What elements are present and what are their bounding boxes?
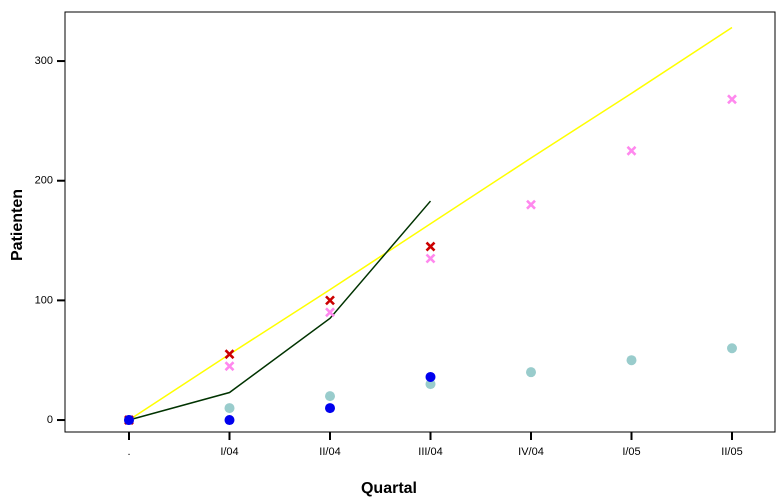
x-axis-title: Quartal	[361, 480, 417, 497]
point	[224, 403, 235, 414]
point	[526, 367, 536, 378]
point	[224, 349, 235, 360]
y-tick-label: 300	[35, 55, 53, 67]
point	[425, 253, 436, 264]
x-tick-label: I/04	[220, 446, 238, 458]
point	[224, 415, 235, 426]
line	[128, 26, 733, 421]
plot-frame	[64, 11, 776, 433]
point	[626, 145, 637, 156]
y-axis-title: Patienten	[9, 189, 26, 261]
point	[325, 307, 335, 318]
point	[727, 94, 737, 105]
point	[425, 371, 436, 382]
x-tick-label: .	[127, 446, 130, 458]
point	[325, 403, 335, 414]
point	[425, 241, 436, 252]
line	[128, 200, 432, 421]
x-tick-label: II/05	[721, 446, 742, 458]
point	[526, 199, 536, 210]
point	[325, 391, 335, 402]
x-tick-label: II/04	[319, 446, 340, 458]
y-tick-label: 0	[47, 414, 53, 426]
x-tick-label: III/04	[418, 446, 442, 458]
point	[727, 343, 737, 354]
point	[425, 379, 436, 390]
point	[626, 355, 637, 366]
point	[325, 295, 335, 306]
x-tick-label: IV/04	[518, 446, 544, 458]
point	[124, 415, 134, 426]
point	[224, 361, 235, 372]
x-tick-label: I/05	[622, 446, 640, 458]
y-tick-label: 200	[35, 175, 53, 187]
y-tick-label: 100	[35, 294, 53, 306]
